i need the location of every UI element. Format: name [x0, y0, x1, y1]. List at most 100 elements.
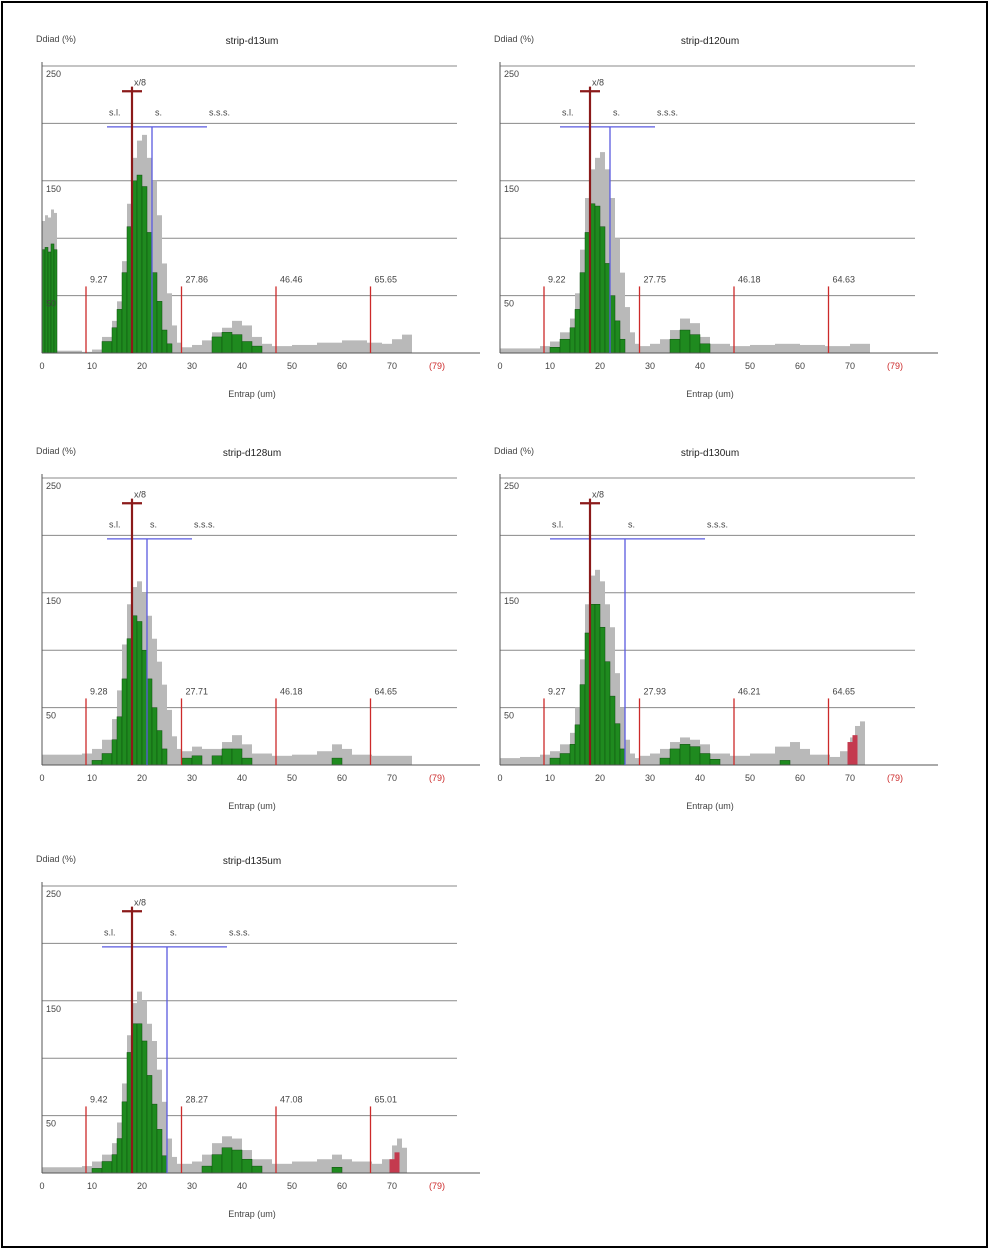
- percentile-label: 46.46: [280, 274, 303, 284]
- green-bar: [699, 753, 711, 766]
- gray-bar: [630, 753, 635, 765]
- x-tick-label: 0: [497, 361, 502, 371]
- green-bar: [579, 684, 586, 766]
- y-tick-label: 250: [46, 889, 61, 899]
- percentile-label: 28.27: [186, 1094, 209, 1104]
- x-tick-label: 40: [237, 361, 247, 371]
- x-tick-label: 60: [795, 361, 805, 371]
- gray-bar: [162, 684, 167, 765]
- gray-bar: [82, 753, 92, 765]
- gray-bar: [242, 325, 252, 353]
- chart-svg-2: 250 150 50 0 10 20 30 40 50 60 70 (79) Ddiad (%) stri…: [494, 34, 938, 399]
- y-tick-label: 150: [504, 596, 519, 606]
- gray-bar: [92, 1161, 102, 1173]
- x-tick-label: 20: [137, 361, 147, 371]
- green-bar: [211, 1154, 223, 1174]
- gray-bar: [775, 343, 800, 353]
- x-tick-label: 70: [387, 361, 397, 371]
- green-bar: [659, 757, 671, 766]
- green-bar: [604, 661, 611, 766]
- green-bar: [231, 748, 243, 766]
- gray-bar: [635, 343, 640, 353]
- gray-bar: [750, 344, 775, 353]
- gray-bar: [332, 1154, 342, 1173]
- gray-bar: [272, 346, 292, 353]
- gray-bar: [152, 180, 157, 353]
- chart-svg-4: 250 150 50 0 10 20 30 40 50 60 70 (79) Ddiad (%) stri…: [494, 446, 938, 811]
- y-tick-label: 250: [504, 481, 519, 491]
- spread-label-mid: s.: [170, 927, 177, 937]
- green-bar: [121, 678, 128, 766]
- x-tick-label: (79): [429, 361, 445, 371]
- x-tick-label: 60: [337, 773, 347, 783]
- gray-bar: [710, 343, 730, 353]
- x-tick-label: 10: [87, 361, 97, 371]
- gray-bar: [625, 739, 630, 765]
- green-bar: [604, 263, 611, 354]
- mode-label: x/8: [592, 490, 604, 500]
- gray-bar: [372, 1163, 382, 1173]
- green-bar: [579, 272, 586, 354]
- spread-label-mid: s.: [150, 519, 157, 529]
- green-bar: [116, 1138, 123, 1174]
- x-tick-label: 70: [387, 773, 397, 783]
- y-axis-label: Ddiad (%): [36, 854, 76, 864]
- mode-label: x/8: [592, 78, 604, 88]
- green-bar: [151, 272, 158, 354]
- x-tick-label: (79): [887, 361, 903, 371]
- gray-bar: [367, 342, 382, 353]
- spread-label-mid: s.: [155, 107, 162, 117]
- gray-bar: [157, 1069, 162, 1173]
- y-tick-label: 250: [504, 69, 519, 79]
- green-bar: [231, 334, 243, 354]
- gray-bar: [500, 348, 520, 353]
- green-bar: [559, 338, 571, 354]
- chart-panel-strip-d135um: 250 150 50 0 10 20 30 40 50 60 70 (79) Ddiad (%) stri…: [0, 848, 490, 1240]
- green-bar: [689, 334, 701, 354]
- green-bar: [221, 748, 233, 766]
- green-bar: [619, 338, 626, 354]
- percentile-label: 9.27: [90, 274, 108, 284]
- green-bar: [549, 757, 561, 766]
- gray-bar: [167, 293, 172, 353]
- gray-bar: [730, 755, 750, 765]
- green-bar: [156, 1129, 163, 1174]
- x-tick-label: 70: [845, 773, 855, 783]
- x-tick-label: 40: [237, 1181, 247, 1191]
- green-bar: [151, 1103, 158, 1174]
- green-bar: [614, 723, 621, 766]
- x-tick-label: 60: [337, 1181, 347, 1191]
- percentile-label: 9.42: [90, 1094, 108, 1104]
- spread-label-right: s.s.s.: [707, 519, 728, 529]
- y-tick-label: 50: [46, 299, 56, 309]
- x-tick-label: 10: [545, 361, 555, 371]
- gray-bar: [162, 263, 167, 353]
- x-tick-label: 40: [695, 773, 705, 783]
- green-bar: [669, 748, 681, 766]
- gray-bar: [342, 748, 352, 765]
- green-bar: [574, 309, 581, 354]
- gray-bar: [650, 343, 660, 353]
- gray-bar: [660, 748, 670, 765]
- y-tick-label: 250: [46, 69, 61, 79]
- x-tick-label: 30: [645, 361, 655, 371]
- y-axis-label: Ddiad (%): [36, 34, 76, 44]
- spread-label-mid: s.: [628, 519, 635, 529]
- spread-label-right: s.s.s.: [229, 927, 250, 937]
- x-axis-label: Entrap (um): [228, 1209, 276, 1219]
- percentile-label: 27.75: [644, 274, 667, 284]
- gray-bar: [292, 754, 317, 765]
- green-bar: [231, 1149, 243, 1174]
- chart-title: strip-d135um: [223, 856, 281, 867]
- gray-bar: [62, 350, 82, 353]
- percentile-label: 27.71: [186, 686, 209, 696]
- percentile-label: 27.86: [186, 274, 209, 284]
- spread-label-left: s.l.: [552, 519, 564, 529]
- gray-bar: [332, 744, 342, 765]
- percentile-label: 47.08: [280, 1094, 303, 1104]
- green-bar: [141, 1040, 148, 1174]
- percentile-label: 9.22: [548, 274, 566, 284]
- gray-bar: [62, 754, 82, 765]
- gray-bar: [202, 1154, 212, 1173]
- y-tick-label: 150: [46, 184, 61, 194]
